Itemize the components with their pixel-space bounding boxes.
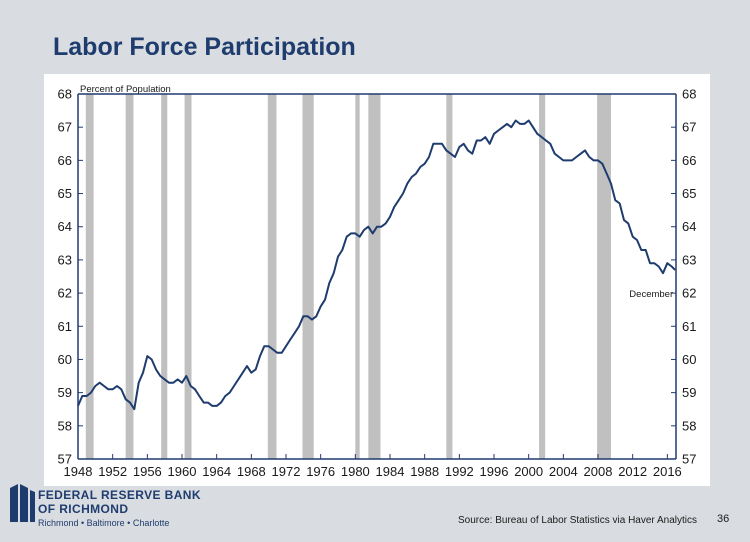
x-tick-label: 1964 (202, 464, 231, 479)
y-tick-label-right: 66 (682, 153, 696, 168)
y-tick-label-right: 60 (682, 352, 696, 367)
y-tick-label-right: 58 (682, 418, 696, 433)
x-tick-label: 2000 (514, 464, 543, 479)
frb-eagle-icon (10, 484, 35, 522)
y-tick-label-left: 59 (58, 385, 72, 400)
logo-cities: Richmond • Baltimore • Charlotte (38, 518, 170, 528)
x-tick-label: 1968 (237, 464, 266, 479)
recession-band (446, 94, 453, 459)
recession-band (302, 94, 314, 459)
recession-band (267, 94, 277, 459)
y-tick-label-right: 57 (682, 452, 696, 467)
y-tick-label-right: 67 (682, 120, 696, 135)
logo-line2: OF RICHMOND (38, 502, 129, 516)
labor-force-participation-chart: 57 57 58 58 59 59 60 60 61 61 62 62 63 63 64 64 65 65 66 66… (58, 84, 697, 479)
x-tick-label: 2004 (549, 464, 578, 479)
y-tick-label-left: 61 (58, 319, 72, 334)
recession-band (125, 94, 134, 459)
y-axis-label: Percent of Population (80, 84, 171, 95)
y-tick-label-left: 67 (58, 120, 72, 135)
y-tick-label-left: 58 (58, 418, 72, 433)
y-tick-label-left: 62 (58, 286, 72, 301)
page-title: Labor Force Participation (53, 33, 356, 61)
recession-band (161, 94, 168, 459)
frb-richmond-logo: FEDERAL RESERVE BANK OF RICHMOND Richmon… (8, 480, 208, 540)
participation-rate-line (77, 119, 676, 411)
y-tick-label-right: 61 (682, 319, 696, 334)
recession-band (355, 94, 360, 459)
recession-bands (85, 94, 611, 459)
y-tick-label-right: 64 (682, 219, 696, 234)
x-tick-label: 1948 (64, 464, 93, 479)
y-tick-label-right: 65 (682, 186, 696, 201)
y-tick-label-left: 57 (58, 452, 72, 467)
chart-panel: 57 57 58 58 59 59 60 60 61 61 62 62 63 63 64 64 65 65 66 66… (44, 74, 710, 486)
y-tick-label-left: 66 (58, 153, 72, 168)
recession-band (85, 94, 94, 459)
december-annotation: December (629, 289, 673, 300)
x-tick-label: 1972 (272, 464, 301, 479)
y-tick-label-left: 64 (58, 219, 72, 234)
logo-line1: FEDERAL RESERVE BANK (38, 488, 201, 502)
recession-band (597, 94, 611, 459)
y-tick-label-right: 63 (682, 252, 696, 267)
recession-band (184, 94, 192, 459)
page-number: 36 (717, 513, 730, 525)
y-tick-label-right: 62 (682, 286, 696, 301)
x-tick-label: 2008 (584, 464, 613, 479)
x-tick-label: 1984 (376, 464, 405, 479)
x-tick-label: 2016 (653, 464, 682, 479)
recession-band (539, 94, 546, 459)
y-tick-label-left: 60 (58, 352, 72, 367)
y-tick-label-left: 65 (58, 186, 72, 201)
x-tick-label: 1996 (480, 464, 509, 479)
x-tick-label: 1952 (98, 464, 127, 479)
axes (77, 93, 677, 460)
x-tick-label: 1988 (410, 464, 439, 479)
axis-labels: 57 57 58 58 59 59 60 60 61 61 62 62 63 63 64 64 65 65 66 66… (58, 84, 697, 479)
y-tick-label-right: 68 (682, 87, 696, 102)
x-tick-label: 1960 (168, 464, 197, 479)
source-note: Source: Bureau of Labor Statistics via H… (458, 515, 698, 526)
recession-band (368, 94, 381, 459)
x-tick-label: 1956 (133, 464, 162, 479)
y-tick-label-left: 63 (58, 252, 72, 267)
series-layer (77, 119, 676, 411)
x-tick-label: 1980 (341, 464, 370, 479)
y-tick-label-right: 59 (682, 385, 696, 400)
x-tick-label: 1992 (445, 464, 474, 479)
y-tick-label-left: 68 (58, 87, 72, 102)
x-tick-label: 1976 (306, 464, 335, 479)
x-tick-label: 2012 (618, 464, 647, 479)
